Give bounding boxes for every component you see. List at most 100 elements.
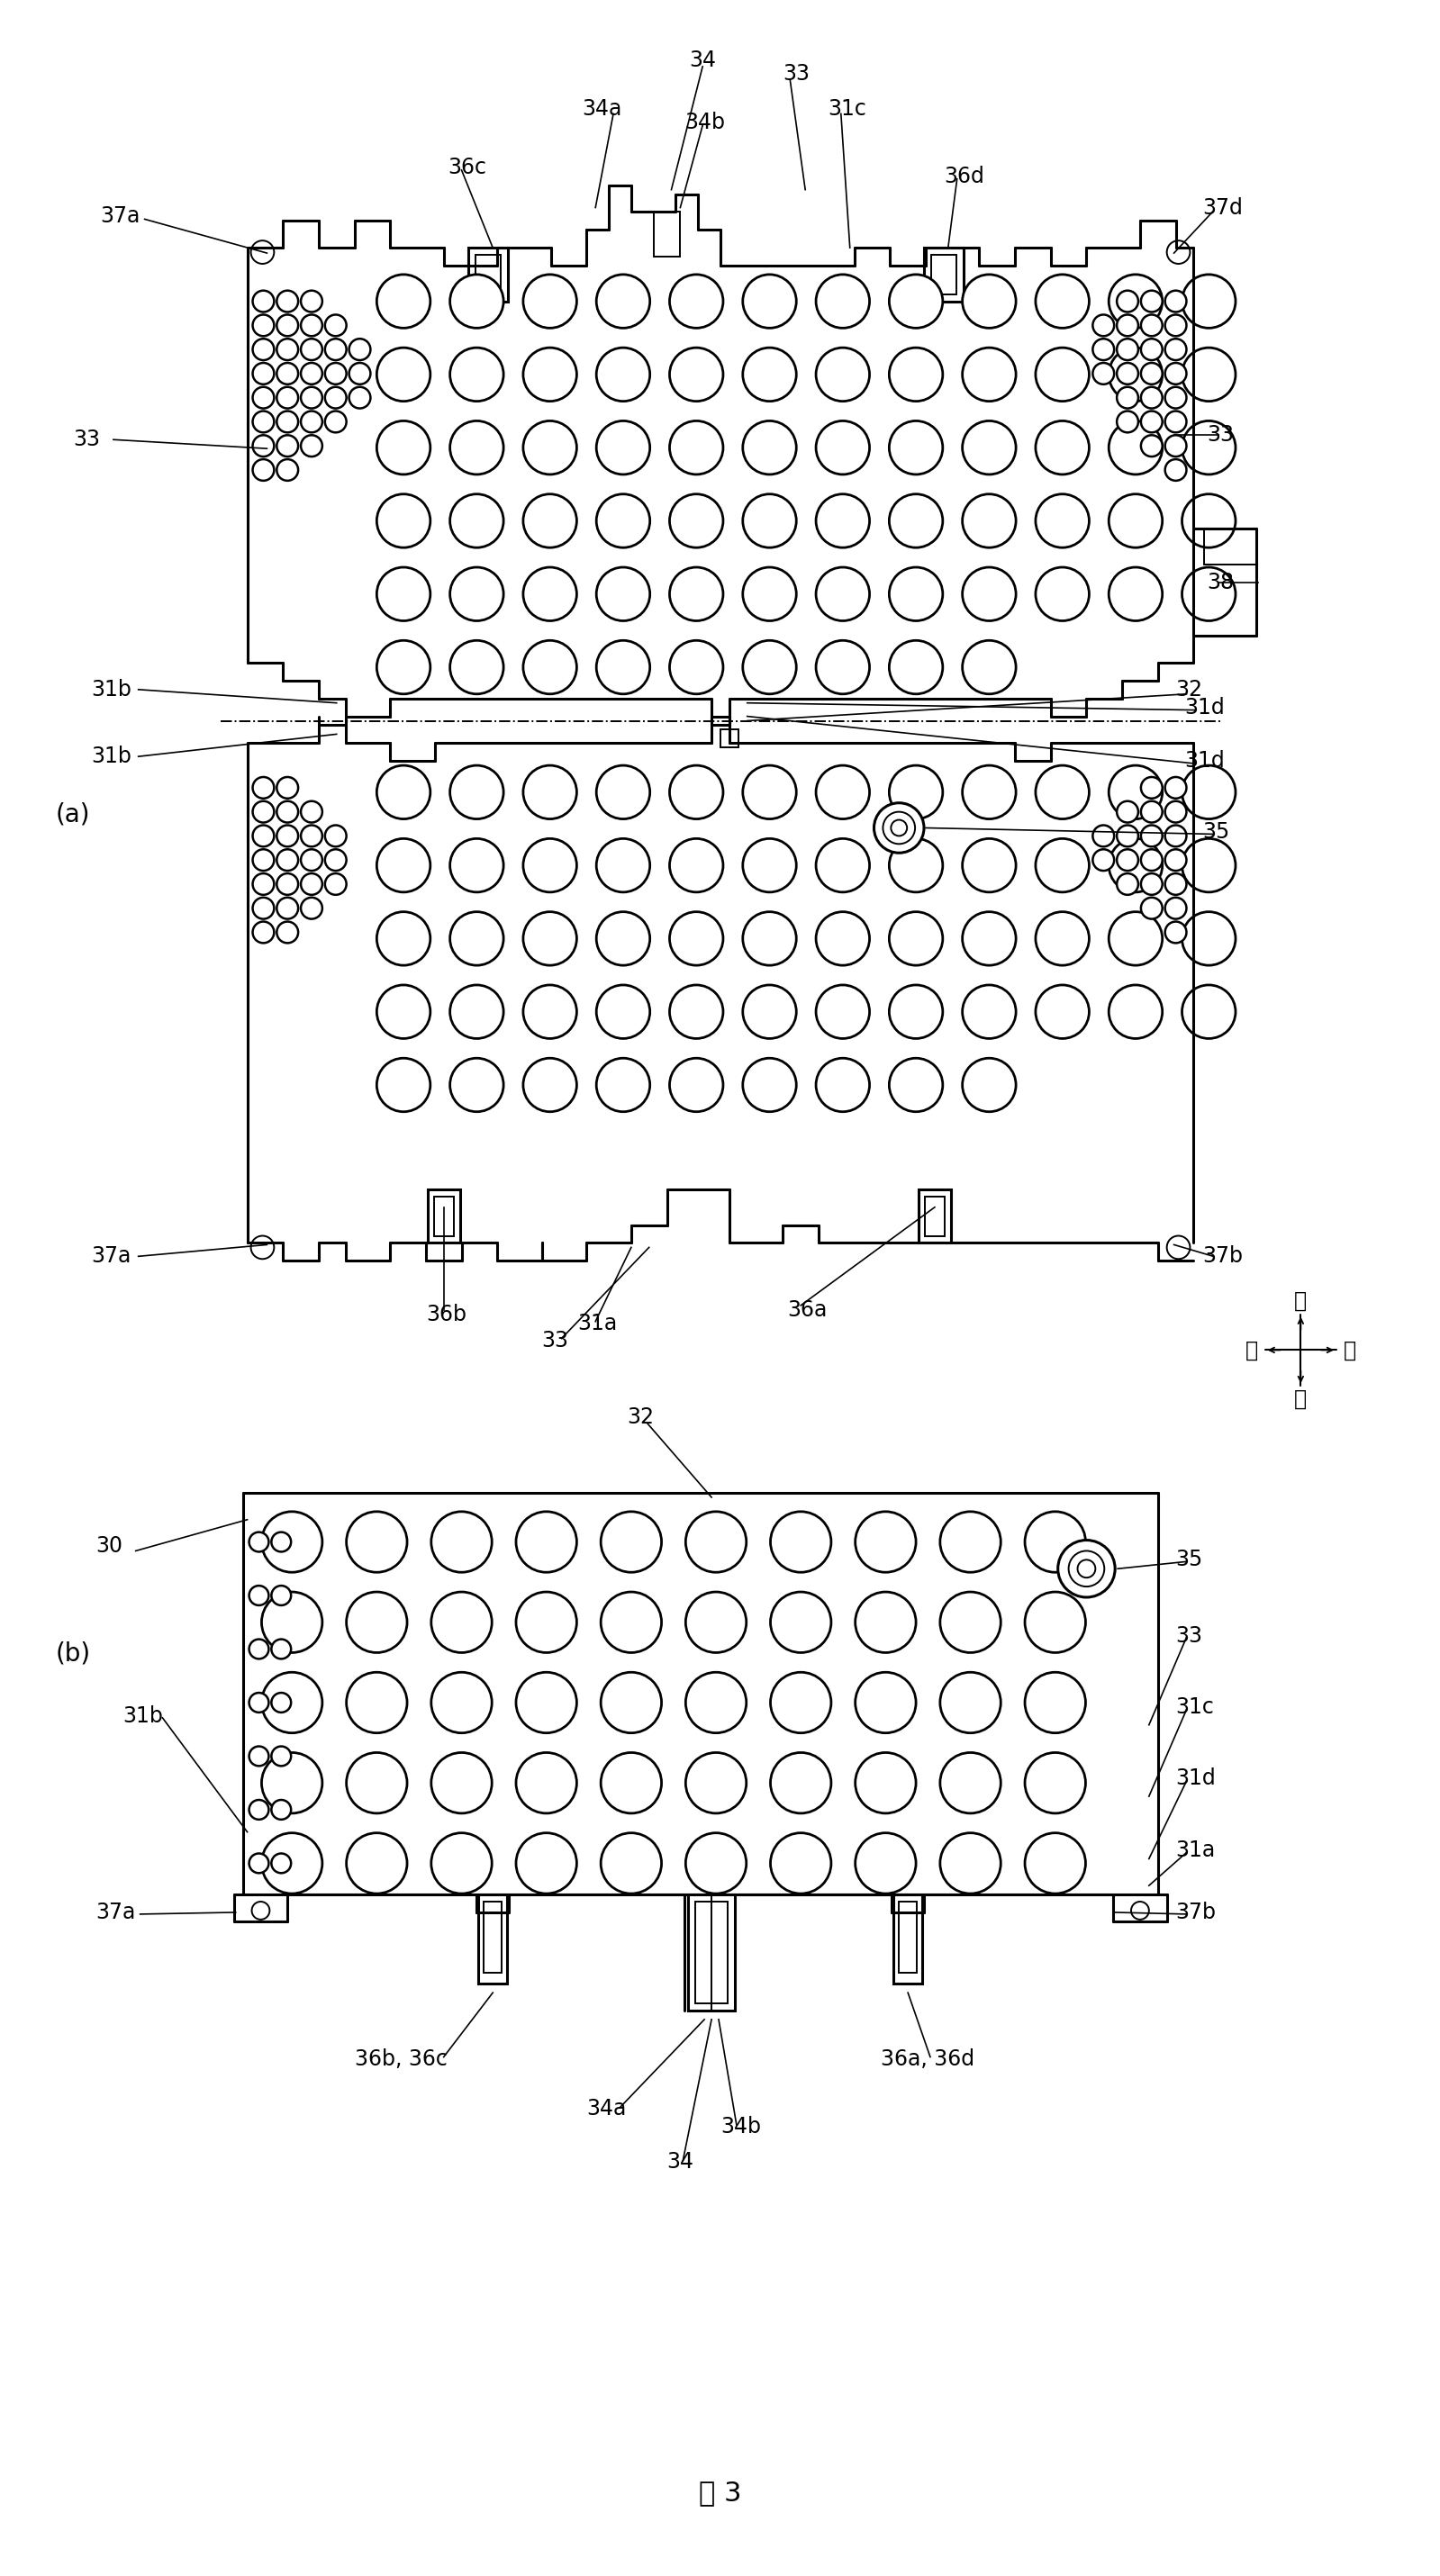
Circle shape bbox=[596, 495, 649, 549]
Circle shape bbox=[252, 778, 274, 799]
Circle shape bbox=[670, 840, 723, 891]
Circle shape bbox=[1117, 363, 1138, 384]
Circle shape bbox=[743, 567, 796, 621]
Circle shape bbox=[377, 495, 431, 549]
Text: 37d: 37d bbox=[1202, 196, 1243, 219]
Circle shape bbox=[377, 567, 431, 621]
Circle shape bbox=[276, 896, 298, 920]
Circle shape bbox=[271, 1747, 291, 1767]
Circle shape bbox=[249, 1587, 269, 1605]
Circle shape bbox=[743, 984, 796, 1038]
Circle shape bbox=[276, 801, 298, 822]
Circle shape bbox=[431, 1512, 492, 1571]
Circle shape bbox=[888, 840, 943, 891]
Bar bbox=[428, 1190, 459, 1244]
Circle shape bbox=[855, 1752, 916, 1814]
Circle shape bbox=[670, 567, 723, 621]
Circle shape bbox=[377, 984, 431, 1038]
Circle shape bbox=[1182, 567, 1236, 621]
Circle shape bbox=[449, 420, 504, 474]
Circle shape bbox=[262, 1752, 323, 1814]
Circle shape bbox=[670, 912, 723, 966]
Circle shape bbox=[449, 1059, 504, 1113]
Circle shape bbox=[596, 276, 649, 327]
Circle shape bbox=[1140, 363, 1162, 384]
Circle shape bbox=[1093, 340, 1115, 361]
Circle shape bbox=[1165, 340, 1187, 361]
Circle shape bbox=[962, 348, 1017, 402]
Circle shape bbox=[271, 1587, 291, 1605]
Circle shape bbox=[670, 420, 723, 474]
Circle shape bbox=[301, 435, 323, 456]
Text: 36b, 36c: 36b, 36c bbox=[354, 2048, 446, 2071]
Bar bbox=[919, 1190, 950, 1244]
Circle shape bbox=[516, 1752, 576, 1814]
Circle shape bbox=[596, 1059, 649, 1113]
Circle shape bbox=[962, 567, 1017, 621]
Bar bbox=[433, 1195, 454, 1236]
Circle shape bbox=[816, 348, 870, 402]
Text: 32: 32 bbox=[626, 1406, 654, 1427]
Circle shape bbox=[301, 824, 323, 848]
Circle shape bbox=[888, 567, 943, 621]
Circle shape bbox=[1117, 850, 1138, 871]
Circle shape bbox=[252, 922, 274, 943]
Circle shape bbox=[377, 420, 431, 474]
Circle shape bbox=[1025, 1672, 1086, 1734]
Circle shape bbox=[252, 435, 274, 456]
Circle shape bbox=[743, 840, 796, 891]
Circle shape bbox=[1117, 386, 1138, 410]
Circle shape bbox=[1109, 567, 1162, 621]
Circle shape bbox=[449, 641, 504, 693]
Circle shape bbox=[325, 314, 347, 335]
Circle shape bbox=[523, 641, 576, 693]
Circle shape bbox=[883, 811, 914, 845]
Text: (b): (b) bbox=[55, 1641, 91, 1667]
Circle shape bbox=[888, 641, 943, 693]
Circle shape bbox=[596, 348, 649, 402]
Circle shape bbox=[523, 276, 576, 327]
Circle shape bbox=[1140, 435, 1162, 456]
Text: 36a, 36d: 36a, 36d bbox=[881, 2048, 975, 2071]
Circle shape bbox=[940, 1592, 1001, 1654]
Circle shape bbox=[1182, 420, 1236, 474]
Text: 31a: 31a bbox=[1175, 1839, 1215, 1860]
Circle shape bbox=[1035, 912, 1089, 966]
Circle shape bbox=[596, 567, 649, 621]
Circle shape bbox=[1093, 824, 1115, 848]
Text: 下: 下 bbox=[1295, 1388, 1308, 1409]
Circle shape bbox=[1130, 1901, 1149, 1919]
Circle shape bbox=[276, 873, 298, 894]
Circle shape bbox=[1025, 1834, 1086, 1893]
Circle shape bbox=[770, 1512, 831, 1571]
Circle shape bbox=[377, 348, 431, 402]
Circle shape bbox=[252, 314, 274, 335]
Circle shape bbox=[1166, 240, 1189, 263]
Circle shape bbox=[743, 348, 796, 402]
Circle shape bbox=[271, 1533, 291, 1551]
Text: 34b: 34b bbox=[720, 2115, 760, 2138]
Circle shape bbox=[670, 495, 723, 549]
Circle shape bbox=[301, 291, 323, 312]
Text: (a): (a) bbox=[55, 801, 91, 827]
Circle shape bbox=[1165, 435, 1187, 456]
Circle shape bbox=[962, 276, 1017, 327]
Text: 37b: 37b bbox=[1175, 1901, 1217, 1924]
Circle shape bbox=[252, 896, 274, 920]
Circle shape bbox=[816, 276, 870, 327]
Circle shape bbox=[271, 1801, 291, 1819]
Text: 31b: 31b bbox=[91, 677, 131, 701]
Circle shape bbox=[1182, 840, 1236, 891]
Circle shape bbox=[276, 386, 298, 410]
Circle shape bbox=[301, 801, 323, 822]
Circle shape bbox=[431, 1834, 492, 1893]
Circle shape bbox=[449, 765, 504, 819]
Circle shape bbox=[249, 1855, 269, 1873]
Circle shape bbox=[596, 420, 649, 474]
Circle shape bbox=[252, 363, 274, 384]
Circle shape bbox=[276, 824, 298, 848]
Text: 37a: 37a bbox=[99, 206, 140, 227]
Circle shape bbox=[1165, 850, 1187, 871]
Bar bbox=[932, 255, 956, 294]
Circle shape bbox=[347, 1592, 408, 1654]
